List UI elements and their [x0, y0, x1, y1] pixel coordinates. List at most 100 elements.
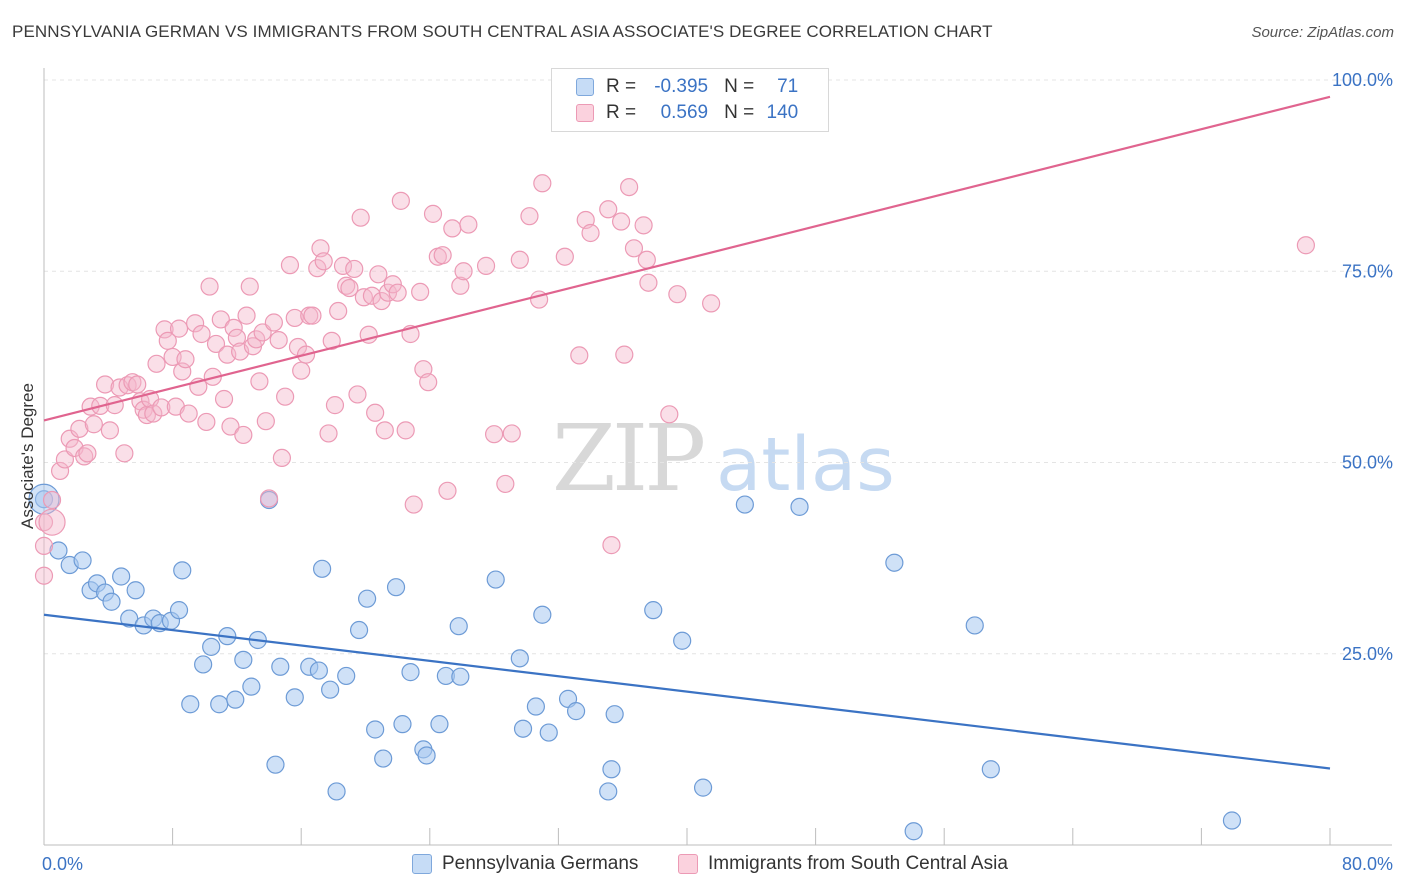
data-point-pink [280, 256, 300, 275]
data-point-pink [134, 400, 153, 419]
data-point-blue [358, 589, 377, 608]
data-point-blue [486, 570, 505, 589]
y-tick-label: 75.0% [1342, 261, 1393, 281]
data-point-pink [620, 178, 639, 197]
trend-lines [43, 95, 1331, 770]
data-point-blue [449, 617, 468, 636]
data-point-pink [570, 346, 589, 365]
data-point-pink [615, 345, 634, 364]
stats-legend: R = -0.395 N = 71 R = 0.569 N = 140 [551, 68, 829, 132]
data-point-blue [417, 746, 436, 765]
x-tick-label: 0.0% [42, 854, 83, 874]
data-point-blue [393, 715, 412, 734]
data-point-blue [226, 690, 245, 709]
data-point-pink [510, 250, 529, 269]
data-point-pink [256, 412, 275, 431]
bottom-legend-pink: Immigrants from South Central Asia [678, 852, 1008, 876]
data-point-pink [272, 448, 292, 468]
data-point-pink [502, 424, 521, 443]
trend-line-pink [43, 95, 1331, 422]
tick-labels: 25.0% 50.0% 75.0% 100.0% 0.0% 80.0% [42, 70, 1393, 874]
data-point-pink [221, 417, 240, 436]
data-point-pink [75, 447, 94, 466]
data-point-pink [179, 404, 198, 423]
data-point-blue [539, 723, 558, 742]
data-point-pink [533, 174, 552, 193]
y-tick-label: 100.0% [1332, 70, 1393, 90]
data-point-pink [206, 334, 226, 354]
data-point-blue [644, 601, 663, 620]
data-point-blue [599, 782, 618, 801]
legend-n-value: 140 [766, 102, 799, 123]
bottom-legend-swatch-pink [678, 854, 698, 874]
data-point-pink [186, 314, 205, 333]
data-point-pink [366, 403, 385, 422]
data-point-pink [419, 373, 438, 392]
watermark-atlas: atlas [716, 422, 895, 508]
legend-r-label: R = [606, 76, 637, 97]
data-point-blue [430, 715, 449, 734]
data-point-blue [451, 667, 470, 686]
data-point-pink [639, 273, 658, 292]
bottom-legend-blue: Pennsylvania Germans [412, 852, 638, 876]
data-point-blue [981, 760, 1000, 779]
data-point-pink [411, 282, 430, 302]
data-point-blue [210, 695, 229, 714]
data-point-pink [611, 212, 631, 231]
y-axis-label: Associate's Degree [18, 383, 37, 529]
data-point-pink [84, 415, 103, 434]
data-point-blue [271, 657, 290, 676]
data-point-pink [454, 262, 473, 281]
data-point-blue [1222, 811, 1242, 830]
data-point-pink [433, 246, 452, 265]
series-south-central-asia [34, 174, 1315, 585]
data-point-pink [599, 200, 618, 219]
data-point-blue [234, 650, 253, 669]
data-point-blue [401, 663, 420, 682]
data-point-pink [50, 461, 70, 481]
data-point-pink [520, 207, 539, 226]
data-point-pink [581, 223, 600, 243]
data-point-pink [496, 474, 515, 494]
legend-r-value: -0.395 [654, 76, 709, 97]
data-point-pink [351, 208, 370, 227]
data-point-pink [322, 331, 341, 350]
data-point-pink [234, 425, 253, 445]
data-point-blue [102, 592, 121, 611]
gridlines [44, 79, 1392, 655]
data-point-blue [120, 609, 139, 628]
data-point-pink [176, 350, 195, 369]
data-point-pink [247, 330, 266, 349]
data-point-pink [192, 324, 211, 344]
legend-n-label: N = [724, 102, 755, 123]
data-point-pink [333, 256, 353, 275]
data-point-pink [200, 277, 219, 296]
data-point-blue [693, 778, 713, 797]
data-point-blue [566, 702, 586, 721]
data-point-pink [637, 250, 656, 269]
y-tick-label: 25.0% [1342, 644, 1393, 664]
data-point-pink [123, 373, 142, 392]
legend-swatch-pink [576, 104, 594, 122]
data-point-blue [194, 655, 213, 674]
legend-swatch-blue [576, 78, 594, 96]
bottom-legend-label-pink: Immigrants from South Central Asia [708, 853, 1008, 874]
data-point-blue [266, 755, 285, 774]
data-point-pink [152, 398, 171, 417]
data-point-pink [459, 215, 478, 234]
data-point-pink [269, 331, 288, 350]
data-point-blue [673, 631, 692, 650]
data-point-pink [224, 318, 243, 337]
data-point-pink [237, 306, 256, 325]
data-point-pink [348, 385, 367, 404]
data-point-pink [303, 306, 322, 325]
data-point-pink [42, 490, 62, 510]
data-point-blue [366, 720, 385, 739]
data-point-pink [388, 283, 407, 302]
data-point-pink [1296, 236, 1315, 255]
data-point-pink [264, 313, 283, 332]
data-point-blue [510, 649, 529, 668]
data-point-blue [49, 541, 68, 560]
bottom-legend-label-blue: Pennsylvania Germans [442, 853, 639, 874]
